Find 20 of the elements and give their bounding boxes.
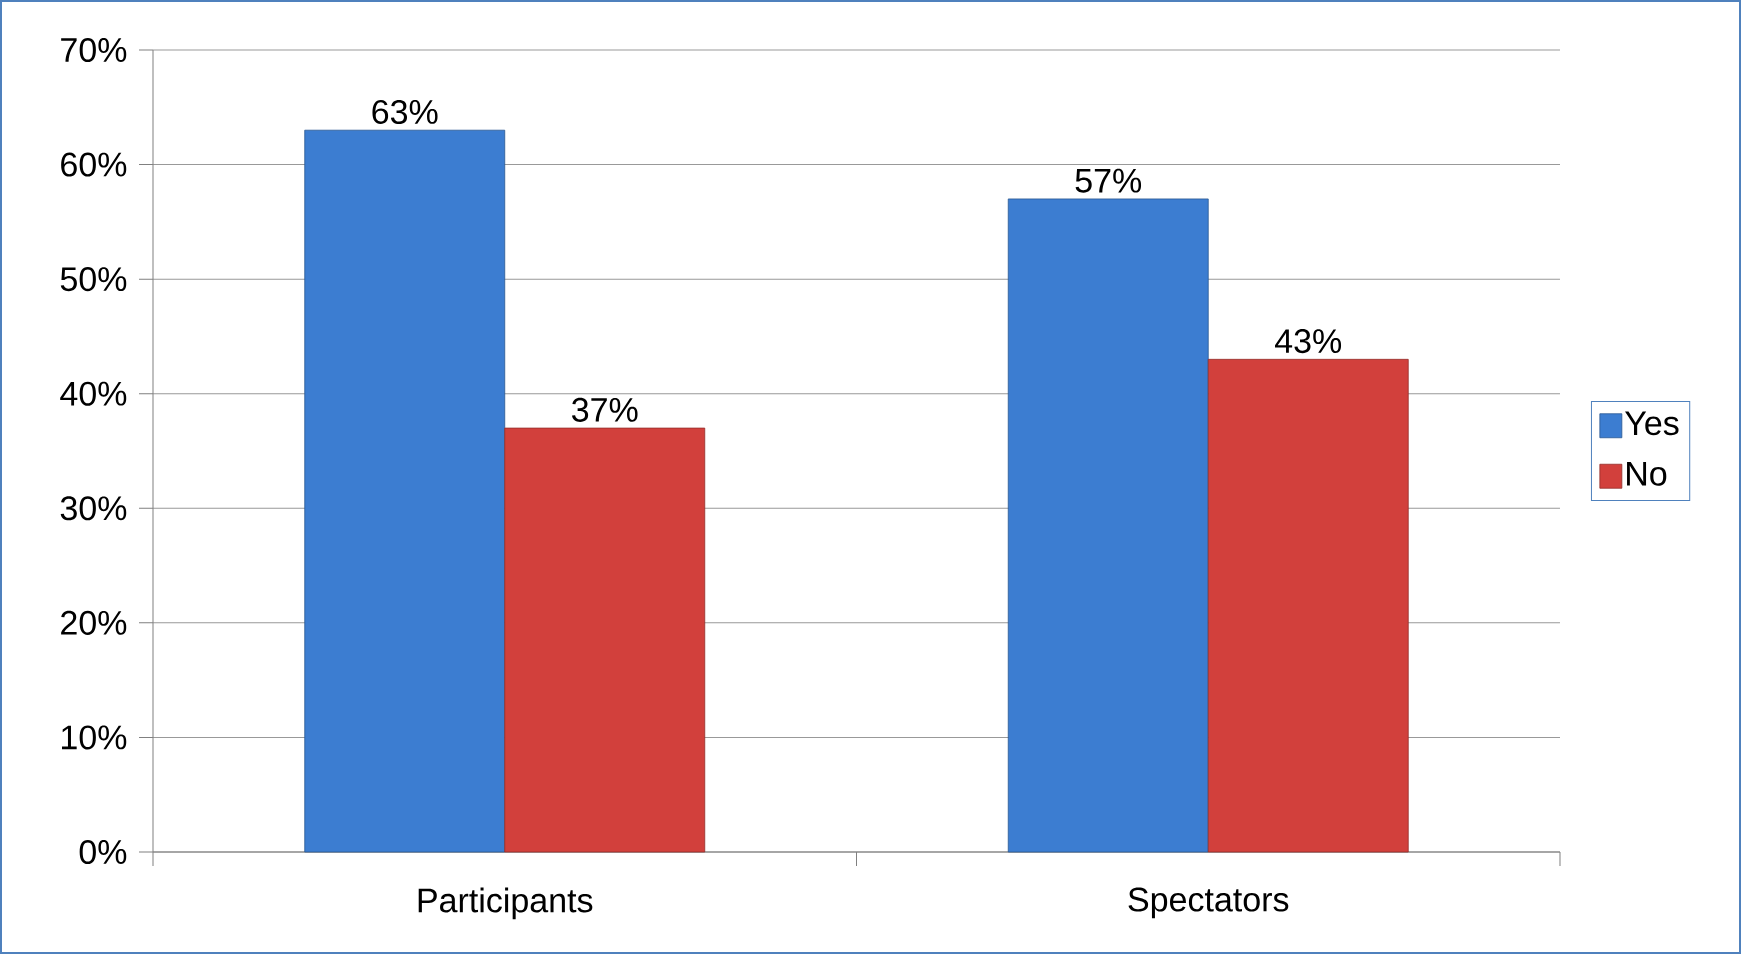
y-tick-label: 60% (61, 152, 127, 177)
y-tick-label: 10% (62, 725, 127, 750)
bar (304, 129, 506, 853)
data-label: 37% (572, 397, 638, 422)
data-label: 57% (1075, 168, 1142, 193)
y-tick-label: 70% (61, 37, 127, 63)
bar (1207, 358, 1409, 853)
x-tick-label: Spectators (1128, 887, 1289, 919)
bar (1007, 198, 1209, 853)
legend-label: No (1627, 461, 1667, 486)
data-label: 63% (372, 99, 438, 124)
y-tick-label: 0% (79, 839, 127, 865)
y-tick-label: 30% (60, 496, 127, 521)
bar (504, 427, 706, 853)
y-tick-label: 20% (61, 610, 127, 635)
y-tick-label: 40% (60, 381, 127, 406)
y-tick-label: 50% (60, 267, 127, 292)
x-tick-label: Participants (418, 887, 593, 920)
data-label: 43% (1275, 329, 1342, 354)
legend-label: Yes (1625, 411, 1679, 436)
